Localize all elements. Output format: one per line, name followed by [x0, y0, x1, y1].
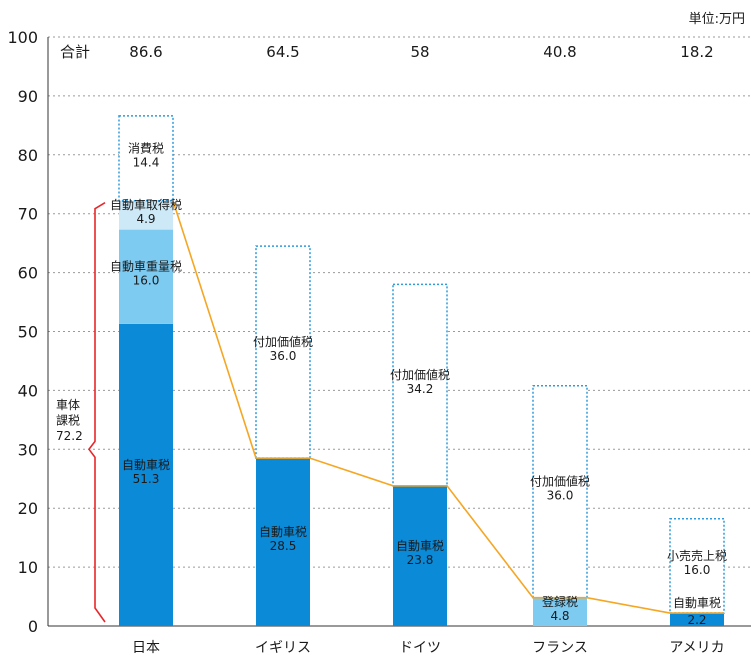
- y-tick-label: 20: [18, 499, 38, 518]
- total-value: 64.5: [266, 43, 299, 61]
- segment-label: 自動車取得税: [110, 197, 182, 212]
- y-tick-label: 10: [18, 558, 38, 577]
- total-value: 40.8: [543, 43, 576, 61]
- segment-label: 付加価値税: [253, 334, 313, 349]
- connector-line: [172, 200, 724, 614]
- total-value: 18.2: [680, 43, 713, 61]
- bar-segment: [119, 323, 173, 626]
- bar-segment: [392, 283, 448, 487]
- y-tick-label: 90: [18, 87, 38, 106]
- segment-label: 付加価値税: [530, 474, 590, 489]
- bar-segment: [256, 458, 310, 626]
- y-tick-label: 0: [28, 617, 38, 636]
- segment-label: 登録税: [542, 594, 578, 609]
- segment-value: 16.0: [684, 563, 711, 577]
- x-tick-label: アメリカ: [669, 640, 724, 656]
- total-value: 58: [410, 43, 429, 61]
- segment-value: 28.5: [270, 539, 297, 553]
- bar-segment: [119, 200, 173, 230]
- bar-segment: [670, 613, 724, 626]
- segment-value: 4.9: [136, 212, 155, 226]
- segment-value: 2.2: [687, 613, 706, 627]
- y-tick-label: 70: [18, 205, 38, 224]
- total-label: 合計: [60, 43, 90, 61]
- segment-label: 消費税: [128, 140, 164, 155]
- segment-value: 34.2: [407, 382, 434, 396]
- segment-value: 51.3: [133, 472, 160, 486]
- total-value: 86.6: [129, 43, 162, 61]
- bar-segment: [119, 229, 173, 324]
- segment-value: 4.8: [550, 609, 569, 623]
- y-tick-label: 50: [18, 323, 38, 342]
- bracket-value: 72.2: [56, 429, 83, 443]
- segment-label: 付加価値税: [390, 367, 450, 382]
- bar-segment: [669, 518, 725, 614]
- segment-label: 自動車税: [122, 458, 170, 472]
- segment-label: 自動車税: [673, 596, 721, 610]
- y-tick-label: 40: [18, 381, 38, 400]
- bar-segment: [533, 597, 587, 626]
- segment-label: 自動車税: [259, 525, 307, 539]
- segment-label: 自動車重量税: [110, 260, 182, 274]
- segment-value: 16.0: [133, 274, 160, 288]
- x-tick-label: フランス: [532, 640, 588, 656]
- x-tick-label: 日本: [132, 640, 160, 656]
- segment-value: 36.0: [270, 349, 297, 363]
- x-tick-label: イギリス: [255, 640, 311, 656]
- segment-value: 36.0: [547, 489, 574, 503]
- unit-label: 単位:万円: [688, 12, 745, 27]
- y-tick-label: 30: [18, 440, 38, 459]
- y-tick-label: 100: [7, 28, 38, 47]
- segment-value: 23.8: [407, 553, 434, 567]
- y-tick-label: 60: [18, 264, 38, 283]
- bracket-label: 課税: [56, 413, 80, 428]
- bracket-label: 車体: [56, 398, 80, 412]
- bracket: [88, 202, 106, 623]
- segment-value: 14.4: [133, 155, 160, 169]
- segment-label: 小売売上税: [667, 548, 727, 563]
- x-tick-label: ドイツ: [399, 640, 441, 656]
- y-tick-label: 80: [18, 146, 38, 165]
- bar-segment: [393, 485, 447, 626]
- bar-segment: [118, 115, 174, 202]
- segment-label: 自動車税: [396, 539, 444, 553]
